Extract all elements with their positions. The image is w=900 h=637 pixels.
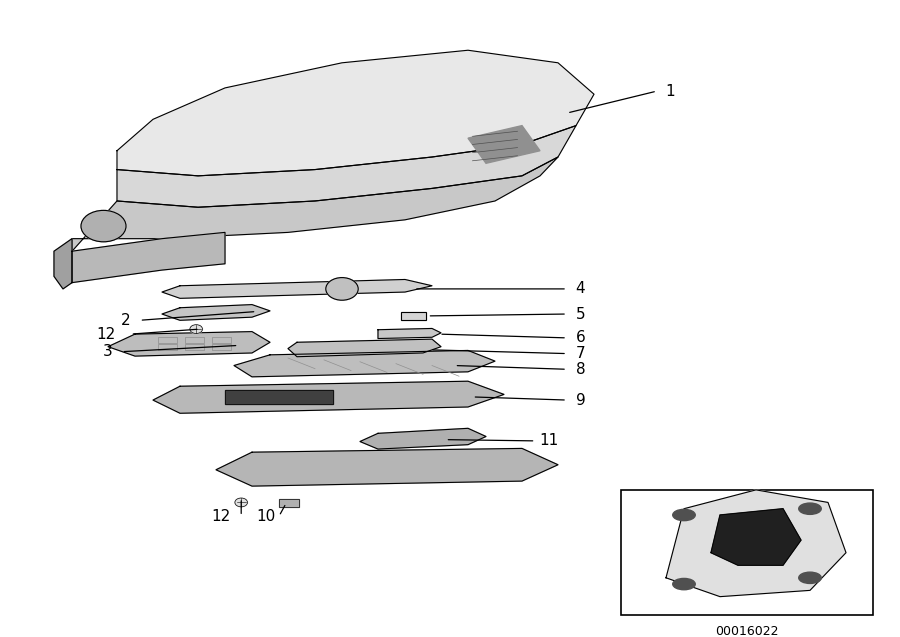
Text: 4: 4 [576, 282, 585, 296]
Text: 9: 9 [576, 392, 585, 408]
Circle shape [81, 210, 126, 242]
Text: 12: 12 [211, 509, 230, 524]
Bar [225, 390, 333, 404]
Polygon shape [153, 381, 504, 413]
Polygon shape [54, 239, 72, 289]
Bar [184, 344, 204, 350]
Polygon shape [666, 490, 846, 597]
Polygon shape [711, 509, 801, 565]
Bar [158, 336, 177, 343]
Text: 6: 6 [576, 331, 585, 345]
Ellipse shape [798, 503, 821, 514]
Ellipse shape [798, 572, 821, 583]
Text: 2: 2 [122, 313, 130, 328]
Polygon shape [360, 428, 486, 449]
Polygon shape [216, 448, 558, 486]
Polygon shape [117, 50, 594, 176]
Ellipse shape [673, 510, 695, 520]
Bar [279, 499, 299, 508]
Ellipse shape [673, 578, 695, 590]
Bar [621, 490, 873, 615]
Text: 3: 3 [104, 344, 112, 359]
Text: 10: 10 [256, 509, 275, 524]
Bar [184, 336, 204, 343]
Polygon shape [468, 125, 540, 163]
Polygon shape [108, 332, 270, 356]
Bar [212, 336, 231, 343]
Polygon shape [234, 350, 495, 377]
Circle shape [235, 498, 248, 507]
Text: 12: 12 [96, 327, 116, 341]
Polygon shape [378, 329, 441, 338]
Polygon shape [162, 304, 270, 320]
Polygon shape [162, 280, 432, 298]
Text: 11: 11 [539, 433, 559, 448]
Bar [400, 312, 426, 320]
Text: 8: 8 [576, 362, 585, 377]
Polygon shape [72, 233, 225, 283]
Text: 5: 5 [576, 306, 585, 322]
Polygon shape [117, 125, 576, 207]
Text: 7: 7 [576, 346, 585, 361]
Bar [400, 312, 426, 320]
Polygon shape [72, 157, 558, 251]
Circle shape [190, 325, 203, 334]
Bar [225, 390, 333, 404]
Text: 1: 1 [666, 83, 675, 99]
Bar [279, 499, 299, 508]
Bar [158, 344, 177, 350]
Text: 00016022: 00016022 [716, 625, 778, 637]
Polygon shape [288, 339, 441, 357]
Bar [212, 344, 231, 350]
Circle shape [326, 278, 358, 300]
